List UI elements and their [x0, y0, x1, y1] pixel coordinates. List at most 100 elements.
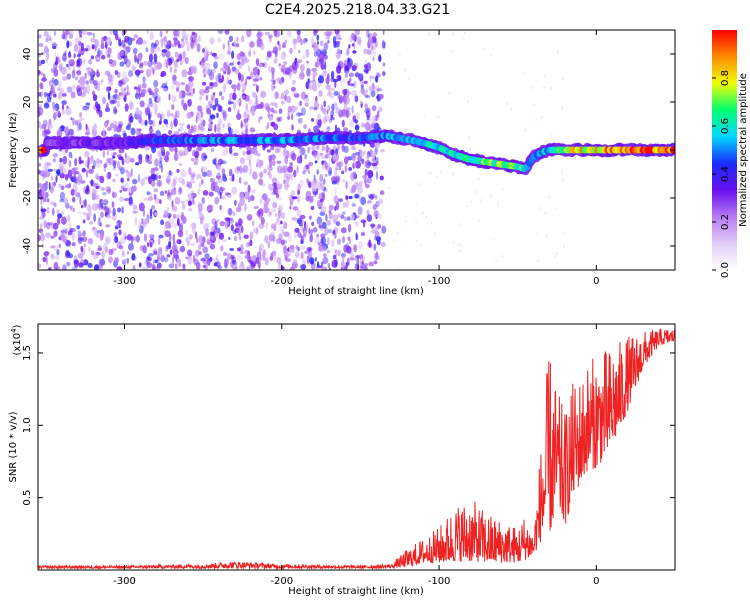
noise-speck [346, 47, 350, 56]
noise-speck [148, 112, 151, 121]
noise-speck [309, 106, 314, 110]
noise-speck [140, 178, 146, 187]
noise-speck [124, 169, 129, 173]
noise-speck [216, 123, 221, 133]
noise-speck [339, 37, 342, 41]
noise-speck [297, 246, 300, 252]
noise-speck [197, 114, 202, 122]
noise-speck [310, 262, 316, 270]
noise-speck [193, 254, 195, 262]
noise-speck [114, 70, 119, 75]
noise-speck [329, 30, 333, 35]
noise-speck [260, 90, 267, 99]
noise-speck [175, 110, 180, 119]
noise-speck [347, 236, 351, 241]
noise-speck [362, 175, 368, 180]
noise-speck [41, 59, 45, 64]
noise-speck [304, 250, 310, 255]
noise-speck [187, 200, 192, 207]
noise-speck [321, 156, 326, 160]
noise-speck [165, 151, 170, 157]
noise-speck [333, 90, 339, 96]
noise-speck [40, 185, 46, 192]
noise-speck [309, 257, 315, 265]
noise-speck [296, 156, 302, 164]
noise-speck [139, 64, 144, 69]
colorbar-tick-label: 0.8 [720, 70, 731, 86]
noise-speck [346, 258, 350, 267]
noise-speck [299, 100, 303, 107]
noise-speck [370, 45, 374, 51]
noise-speck [194, 249, 200, 257]
noise-speck [159, 30, 163, 38]
noise-speck [338, 166, 342, 171]
noise-speck [193, 125, 197, 133]
noise-speck [291, 217, 298, 221]
noise-speck [266, 121, 270, 129]
noise-speck [93, 213, 96, 223]
noise-speck [203, 88, 210, 94]
noise-speck [84, 151, 90, 158]
noise-speck [124, 235, 131, 240]
noise-speck [90, 37, 96, 43]
noise-speck [102, 96, 106, 104]
noise-speck [182, 263, 185, 268]
noise-speck [244, 254, 250, 259]
noise-speck [184, 33, 190, 38]
noise-speck [268, 173, 272, 178]
noise-speck [562, 231, 565, 234]
noise-speck [315, 124, 319, 134]
noise-speck [274, 91, 279, 99]
noise-speck [324, 154, 329, 159]
noise-speck [149, 90, 154, 96]
noise-speck [169, 66, 173, 73]
noise-speck [106, 214, 111, 219]
noise-speck [193, 126, 196, 135]
noise-speck [159, 121, 162, 125]
noise-speck [190, 243, 196, 247]
noise-speck [199, 88, 205, 96]
noise-speck [112, 237, 116, 244]
noise-speck [235, 206, 242, 213]
noise-speck [174, 51, 179, 59]
noise-speck [319, 40, 324, 47]
noise-speck [360, 263, 366, 270]
noise-speck [228, 35, 234, 42]
noise-speck [205, 262, 209, 270]
snr-frame [37, 323, 676, 571]
noise-speck [373, 210, 379, 218]
noise-speck [276, 117, 281, 122]
noise-speck [82, 105, 85, 110]
noise-speck [255, 95, 258, 105]
noise-speck [278, 43, 282, 52]
noise-speck [279, 258, 282, 266]
noise-speck [94, 45, 97, 52]
noise-speck [116, 94, 121, 101]
colorbar-tick-label: 0.0 [720, 262, 731, 278]
noise-speck [118, 40, 122, 47]
noise-speck [154, 197, 161, 204]
noise-speck [231, 256, 236, 264]
noise-speck [43, 91, 48, 98]
noise-speck [240, 95, 246, 99]
noise-speck [490, 53, 492, 57]
noise-speck [539, 206, 542, 210]
noise-speck [108, 80, 114, 86]
noise-speck [291, 173, 293, 182]
noise-speck [342, 88, 348, 96]
noise-speck [216, 254, 219, 262]
noise-speck [330, 149, 335, 156]
noise-speck [157, 267, 160, 270]
noise-speck [239, 197, 245, 206]
noise-speck [147, 60, 153, 68]
noise-speck [296, 30, 301, 36]
noise-speck [228, 79, 233, 85]
noise-speck [242, 164, 249, 174]
noise-speck [153, 53, 158, 62]
noise-speck [382, 30, 385, 35]
noise-speck [218, 118, 222, 126]
noise-speck [168, 170, 172, 176]
noise-speck [218, 232, 224, 240]
noise-speck [142, 245, 147, 254]
noise-speck [270, 231, 275, 237]
